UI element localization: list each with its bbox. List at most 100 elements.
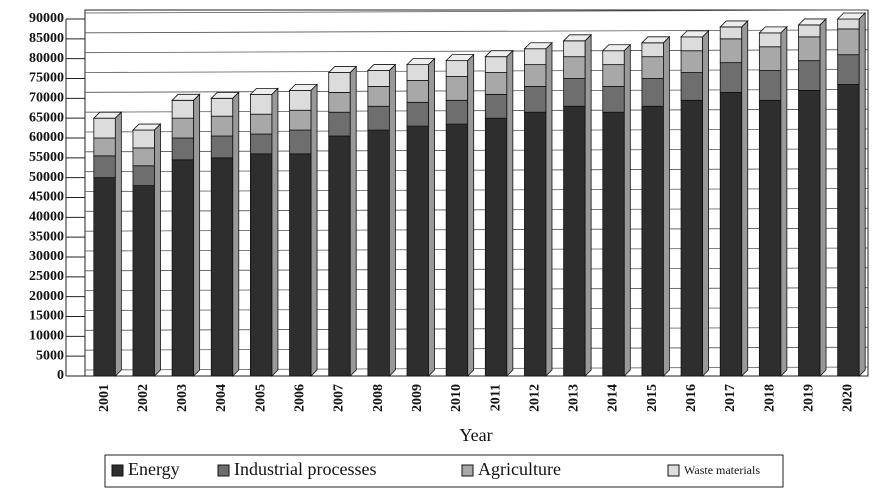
bar-segment [445,60,469,77]
bar-segment [798,60,821,91]
bar-segment [328,72,351,93]
bar-segment [93,137,116,157]
bar-segment [758,70,782,101]
bar-segment [132,129,155,149]
bar-segment [563,105,586,377]
bar-segment [250,153,273,377]
bar-segment [367,86,390,107]
bar-segment [171,159,195,377]
bar-segment [680,50,703,73]
bar-segment [93,177,116,377]
bar-segment [367,105,390,131]
x-tick-label: 2008 [371,384,386,412]
bar-segment [289,153,312,377]
bar-segment [524,64,547,87]
bar-segment [406,64,429,81]
x-tick-label: 2014 [606,384,621,412]
bar-side [193,93,201,377]
bar-segment [680,36,703,52]
x-tick-label: 2016 [684,384,699,412]
x-tick-label: 2010 [449,384,464,412]
bar-segment [484,117,508,377]
y-tick-label: 25000 [29,269,64,284]
bar-side [349,65,357,377]
bar-segment [171,137,195,161]
bar-segment [406,125,429,377]
bar-segment [406,80,429,103]
bar-segment [798,36,821,62]
bar-segment [602,64,625,87]
x-axis-label: Year [459,425,492,445]
bar-side [467,53,475,377]
x-tick-label: 2005 [253,384,268,412]
bar-side [858,12,866,377]
x-tick-label: 2019 [801,384,816,412]
bar-segment [524,111,547,377]
bar-segment [837,18,860,30]
legend-swatch [667,464,680,477]
bar-segment [641,56,664,79]
bar-segment [250,113,273,135]
plot-frame [84,9,869,377]
bar-segment [289,109,312,131]
bar-segment [210,97,234,117]
bar-segment [484,93,508,119]
y-tick-label: 75000 [29,71,64,86]
x-tick-label: 2006 [293,384,308,412]
x-tick-label: 2002 [136,384,151,412]
bar-segment [641,105,664,377]
bar-segment [132,185,155,377]
bar-segment [93,155,116,179]
y-tick-label: 15000 [29,309,64,324]
legend-label: Industrial processes [234,459,376,479]
legend-box [104,454,784,488]
bar-segment [563,56,586,79]
bar-segment [563,40,586,58]
y-tick-label: 20000 [29,289,64,304]
legend-swatch [461,464,474,477]
bar-segment [602,50,625,66]
x-tick-label: 2018 [762,384,777,412]
bar-segment [445,123,469,377]
legend-swatch [111,464,124,477]
bar-segment [289,90,312,111]
bar-side [702,29,709,377]
x-tick-label: 2003 [175,384,190,412]
y-tick-label: 80000 [29,51,64,66]
bar-segment [210,115,234,137]
bar-segment [798,24,821,38]
x-tick-label: 2011 [488,384,503,411]
bar-side [271,87,279,377]
bar-segment [367,129,390,377]
x-tick-label: 2009 [410,384,425,412]
bar-segment [93,117,116,139]
legend-label: Waste materials [684,463,760,477]
x-tick-label: 2020 [841,384,856,412]
y-tick-label: 85000 [29,31,64,46]
y-tick-label: 35000 [29,229,64,244]
legend-label: Energy [128,459,180,479]
bar-side [428,57,435,377]
bar-side [114,111,122,377]
legend-swatch [217,464,230,477]
bar-segment [758,99,782,377]
bar-segment [250,133,273,155]
bar-segment [132,147,155,167]
y-tick-label: 65000 [29,110,64,125]
bar-side [584,33,592,377]
bar-segment [210,157,234,377]
bar-segment [171,99,195,119]
bar-segment [798,90,821,377]
y-tick-label: 30000 [29,249,64,264]
bar-segment [602,86,625,113]
bar-side [545,41,553,377]
bar-segment [837,84,860,377]
bar-segment [328,111,351,137]
bar-segment [367,70,390,87]
bar-segment [210,135,234,159]
bar-segment [250,93,273,115]
y-tick-label: 45000 [29,190,64,205]
bar-segment [837,28,860,56]
x-tick-label: 2015 [645,384,660,412]
